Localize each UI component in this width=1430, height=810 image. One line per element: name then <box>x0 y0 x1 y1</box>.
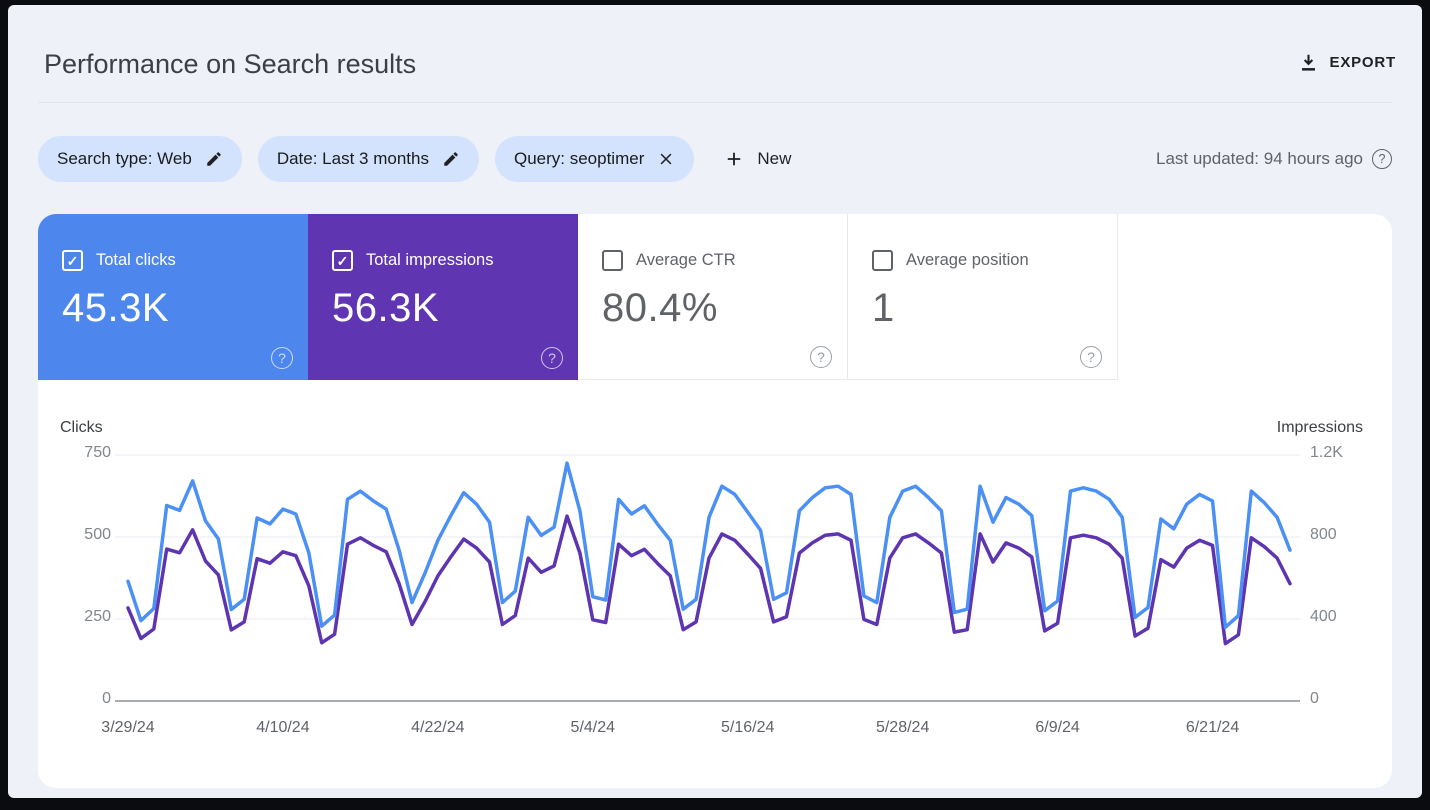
x-axis-tick-label: 6/21/24 <box>1185 719 1240 736</box>
y-axis-tick-right: 800 <box>1310 526 1337 543</box>
chip-label: Search type: Web <box>57 149 192 168</box>
help-circle-icon[interactable] <box>810 346 832 368</box>
new-label: New <box>757 149 792 168</box>
last-updated-text: Last updated: 94 hours ago <box>1156 149 1363 168</box>
average-position-checkbox[interactable] <box>872 250 893 271</box>
metric-card-total-impressions[interactable]: Total impressions 56.3K <box>308 214 578 380</box>
metric-card-value: 45.3K <box>62 286 170 330</box>
y-axis-tick-left: 250 <box>84 608 111 625</box>
performance-chart[interactable]: Clicks Impressions 0 0 250 400 500 800 750 1.2K… <box>38 385 1392 788</box>
metric-card-value: 80.4% <box>602 286 718 330</box>
average-ctr-checkbox[interactable] <box>602 250 623 271</box>
search-type-chip[interactable]: Search type: Web <box>38 136 242 182</box>
metric-card-average-position[interactable]: Average position 1 <box>848 214 1118 380</box>
y-axis-tick-left: 750 <box>84 444 111 461</box>
y-axis-tick-right: 400 <box>1310 608 1337 625</box>
impressions-line <box>126 514 1292 646</box>
metric-card-value: 56.3K <box>332 286 440 330</box>
metric-cards-row: Total clicks 45.3K Total impressions 56.… <box>38 214 1118 380</box>
left-axis-title: Clicks <box>60 419 103 436</box>
export-button[interactable]: EXPORT <box>1298 52 1396 73</box>
page-title: Performance on Search results <box>44 49 417 79</box>
last-updated: Last updated: 94 hours ago <box>1156 136 1392 182</box>
x-axis-tick-label: 6/9/24 <box>1035 719 1080 736</box>
x-axis-tick-label: 4/10/24 <box>256 719 310 736</box>
y-axis-tick-left: 500 <box>84 526 111 543</box>
x-axis-tick-label: 5/16/24 <box>721 719 775 736</box>
performance-page: Performance on Search results EXPORT Sea… <box>8 5 1422 798</box>
header-divider <box>38 102 1392 103</box>
x-axis-tick-label: 5/28/24 <box>875 719 930 736</box>
performance-panel: Total clicks 45.3K Total impressions 56.… <box>38 214 1392 788</box>
new-filter-button[interactable]: New <box>724 149 791 169</box>
right-axis-title: Impressions <box>1276 419 1363 436</box>
date-range-chip[interactable]: Date: Last 3 months <box>257 136 479 182</box>
query-filter-chip[interactable]: Query: seoptimer <box>494 136 695 182</box>
chart-canvas <box>115 454 1300 702</box>
edit-pencil-icon[interactable] <box>205 150 223 168</box>
clicks-line <box>126 461 1292 629</box>
total-clicks-checkbox[interactable] <box>62 250 83 271</box>
help-circle-icon[interactable] <box>1080 346 1102 368</box>
download-icon <box>1298 52 1319 73</box>
metric-card-label: Average position <box>906 251 1029 269</box>
y-axis-tick-right: 0 <box>1310 690 1319 707</box>
help-circle-icon[interactable] <box>271 347 293 369</box>
chip-label: Date: Last 3 months <box>276 149 429 168</box>
x-axis-tick-label: 4/22/24 <box>411 719 465 736</box>
total-impressions-checkbox[interactable] <box>332 250 353 271</box>
help-circle-icon[interactable] <box>541 347 563 369</box>
filter-bar: Search type: Web Date: Last 3 months Que… <box>38 136 791 182</box>
metric-card-label: Average CTR <box>636 251 736 269</box>
chip-label: Query: seoptimer <box>513 149 645 168</box>
y-axis-tick-left: 0 <box>102 690 111 707</box>
help-circle-icon[interactable] <box>1372 149 1392 169</box>
x-axis-tick-label: 5/4/24 <box>570 719 616 736</box>
plus-icon <box>724 149 744 169</box>
x-axis-tick-label: 3/29/24 <box>101 719 155 736</box>
metric-card-total-clicks[interactable]: Total clicks 45.3K <box>38 214 308 380</box>
close-icon[interactable] <box>657 150 675 168</box>
metric-card-average-ctr[interactable]: Average CTR 80.4% <box>578 214 848 380</box>
metric-card-label: Total impressions <box>366 251 494 269</box>
metric-card-value: 1 <box>872 286 895 330</box>
export-label: EXPORT <box>1329 54 1396 71</box>
metric-card-label: Total clicks <box>96 251 176 269</box>
y-axis-tick-right: 1.2K <box>1310 444 1343 461</box>
edit-pencil-icon[interactable] <box>442 150 460 168</box>
